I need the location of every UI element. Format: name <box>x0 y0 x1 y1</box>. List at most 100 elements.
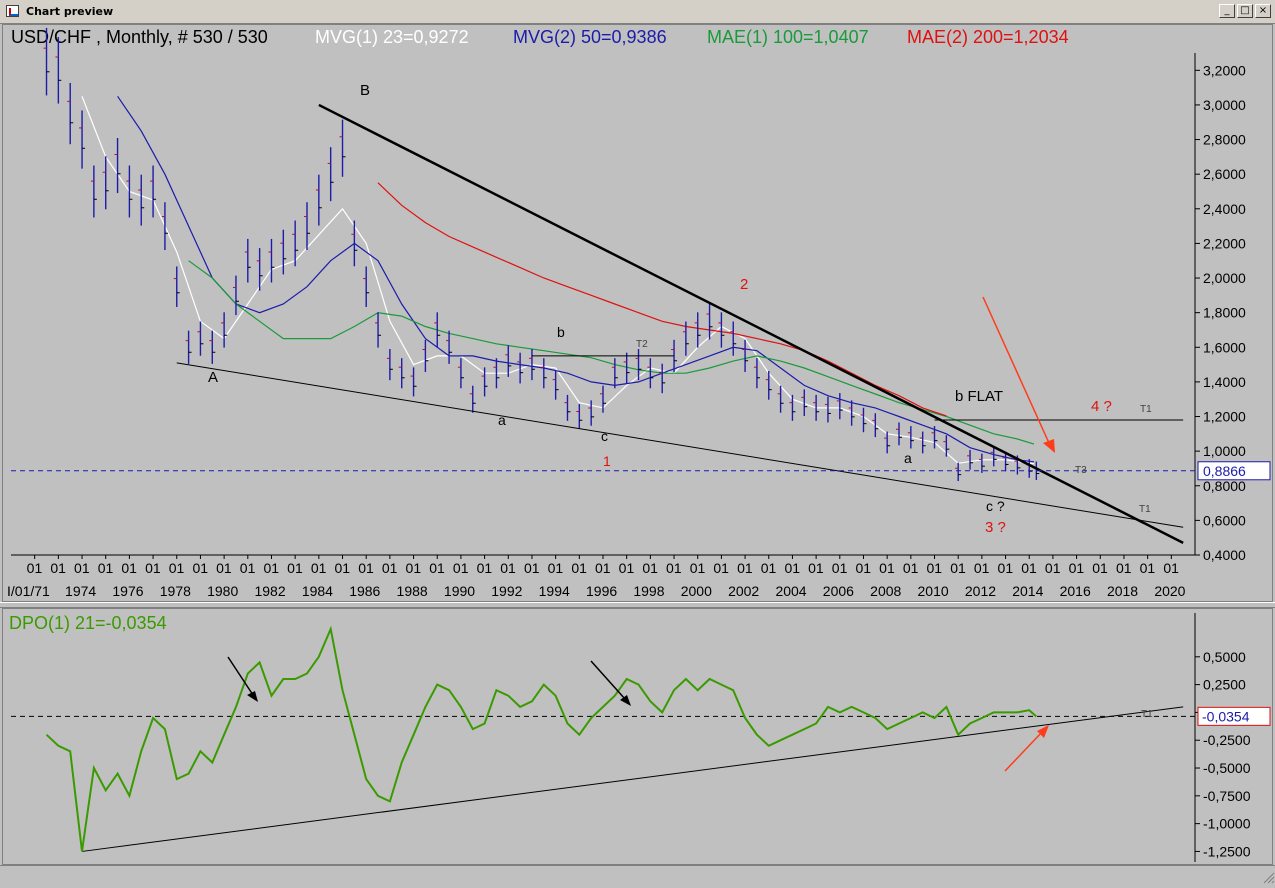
x-month-label: 01 <box>74 560 90 576</box>
x-year-label: 2000 <box>681 583 712 599</box>
x-month-label: 01 <box>500 560 516 576</box>
wave-label-c1: c <box>601 428 608 444</box>
x-month-label: 01 <box>879 560 895 576</box>
legend-mae1: MAE(1) 100=1,0407 <box>707 27 869 47</box>
x-year-label: 2004 <box>775 583 806 599</box>
x-month-label: 01 <box>50 560 66 576</box>
panel-splitter[interactable] <box>0 602 1275 608</box>
series-mvg-1-23 <box>81 96 1035 465</box>
x-month-label: 01 <box>737 560 753 576</box>
wave-label-A: A <box>208 369 218 386</box>
price-chart[interactable]: USD/CHF , Monthly, # 530 / 530 MVG(1) 23… <box>3 25 1272 601</box>
wave-label-c-question: c ? <box>986 498 1005 514</box>
indicator-chart[interactable]: DPO(1) 21=-0,0354 0,50000,25000,0000-0,2… <box>3 609 1272 864</box>
wave-label-3: 3 ? <box>985 519 1006 536</box>
x-year-label: 1996 <box>586 583 617 599</box>
x-month-label: 01 <box>808 560 824 576</box>
x-month-label: 01 <box>1045 560 1061 576</box>
x-year-label: 1992 <box>491 583 522 599</box>
legend-mvg1: MVG(1) 23=0,9272 <box>315 27 469 47</box>
y-tick-label: 1,2000 <box>1203 409 1246 425</box>
x-month-label: 01 <box>192 560 208 576</box>
x-year-label: 2008 <box>870 583 901 599</box>
x-month-label: 01 <box>927 560 943 576</box>
legend-mvg2: MVG(2) 50=0,9386 <box>513 27 667 47</box>
trendline-label-T1: T1 <box>1140 404 1152 415</box>
x-year-label: 1980 <box>207 583 238 599</box>
x-month-label: 01 <box>690 560 706 576</box>
y-tick-label: 1,4000 <box>1203 374 1246 390</box>
series-mvg-2-50 <box>117 95 1035 463</box>
dpo-line <box>45 625 1037 852</box>
indicator-y-tick-label: -1,0000 <box>1203 816 1251 832</box>
trendline-lower <box>176 362 1184 528</box>
indicator-y-tick-label: -1,2500 <box>1203 843 1251 859</box>
y-tick-label: 3,2000 <box>1203 62 1246 78</box>
x-year-label: 2018 <box>1107 583 1138 599</box>
x-month-label: 01 <box>619 560 635 576</box>
y-tick-label: 1,0000 <box>1203 443 1246 459</box>
indicator-y-tick-label: -0,5000 <box>1203 760 1251 776</box>
x-year-label: 2012 <box>965 583 996 599</box>
wave-label-a1: a <box>498 412 506 428</box>
indicator-value-badge <box>1197 706 1271 726</box>
x-month-label: 01 <box>287 560 303 576</box>
x-year-label: 1998 <box>633 583 664 599</box>
maximize-button[interactable]: □ <box>1237 4 1253 18</box>
black-arrow-annotation-2 <box>590 660 631 706</box>
wave-label-4: 4 ? <box>1091 398 1112 415</box>
y-tick-label: 2,8000 <box>1203 132 1246 148</box>
x-month-label: 01 <box>145 560 161 576</box>
minimize-button[interactable]: _ <box>1219 4 1235 18</box>
x-year-label: 2016 <box>1060 583 1091 599</box>
x-year-label: 1974 <box>65 583 96 599</box>
x-month-label: 01 <box>571 560 587 576</box>
series-mae-2-200 <box>377 182 947 417</box>
price-chart-panel: USD/CHF , Monthly, # 530 / 530 MVG(1) 23… <box>2 24 1273 602</box>
price-chart-legend: USD/CHF , Monthly, # 530 / 530 MVG(1) 23… <box>11 27 1069 47</box>
close-button[interactable]: × <box>1255 4 1271 18</box>
wave-label-2: 2 <box>740 276 748 293</box>
indicator-trendline-t1 <box>81 706 1184 852</box>
indicator-y-tick-label: -0,7500 <box>1203 788 1251 804</box>
x-month-label: 01 <box>1021 560 1037 576</box>
window-title-bar: Chart preview _ □ × <box>0 0 1275 24</box>
trendline-label-T3: T3 <box>1075 465 1087 476</box>
x-month-label: 01 <box>1069 560 1085 576</box>
black-arrow-annotation-1 <box>227 656 258 702</box>
x-month-label: 01 <box>240 560 256 576</box>
red-arrow-annotation <box>982 296 1055 453</box>
x-year-label: 1986 <box>349 583 380 599</box>
x-year-label: 1988 <box>397 583 428 599</box>
x-month-label: 01 <box>713 560 729 576</box>
indicator-value-badge-text: -0,0354 <box>1202 708 1250 724</box>
x-month-label: 01 <box>903 560 919 576</box>
x-month-label: 01 <box>335 560 351 576</box>
wave-label-b-flat: b FLAT <box>955 388 1003 405</box>
y-tick-label: 3,0000 <box>1203 97 1246 113</box>
x-year-label: 2014 <box>1012 583 1043 599</box>
indicator-y-tick-label: 0,2500 <box>1203 677 1246 693</box>
y-tick-label: 0,4000 <box>1203 547 1246 563</box>
wave-label-b1: b <box>557 324 565 340</box>
x-year-label: 1976 <box>112 583 143 599</box>
x-year-label: 2002 <box>728 583 759 599</box>
x-month-label: 01 <box>1163 560 1179 576</box>
wave-label-B: B <box>360 82 370 99</box>
resize-grip-icon[interactable] <box>1261 869 1275 884</box>
x-month-label: 01 <box>216 560 232 576</box>
x-month-label: 01 <box>1116 560 1132 576</box>
y-tick-label: 2,0000 <box>1203 270 1246 286</box>
current-price-badge-text: 0,8866 <box>1203 463 1246 479</box>
x-month-label: 01 <box>453 560 469 576</box>
x-month-label: 01 <box>406 560 422 576</box>
x-year-label: 2020 <box>1154 583 1185 599</box>
x-month-label: 01 <box>121 560 137 576</box>
legend-mae2: MAE(2) 200=1,2034 <box>907 27 1069 47</box>
status-bar <box>0 865 1275 884</box>
y-tick-label: 2,4000 <box>1203 201 1246 217</box>
indicator-y-tick-label: -0,2500 <box>1203 732 1251 748</box>
current-price-badge <box>1197 461 1271 481</box>
y-tick-label: 1,6000 <box>1203 339 1246 355</box>
x-month-label: 01 <box>98 560 114 576</box>
